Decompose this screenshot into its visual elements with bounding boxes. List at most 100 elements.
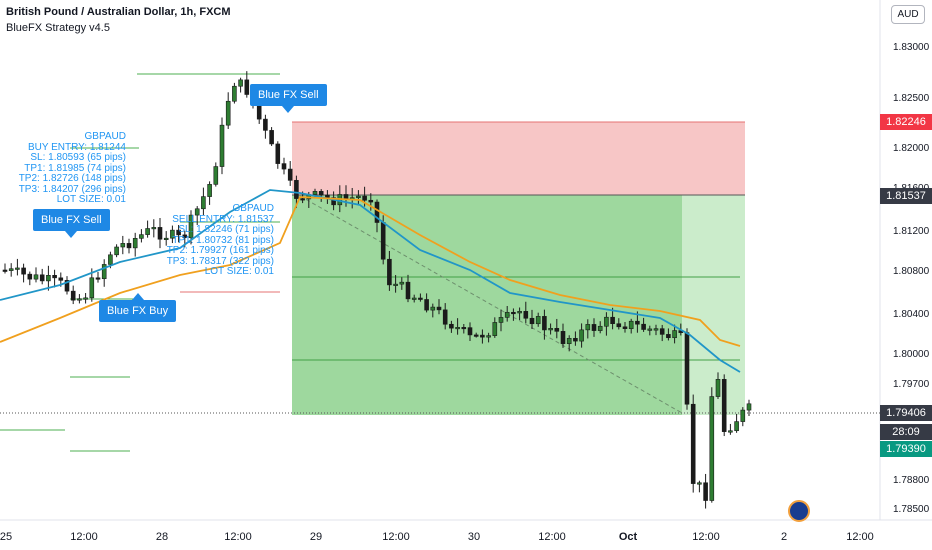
info-line: TP1: 1.80732 (81 pips) [172, 234, 274, 246]
candle-body [591, 324, 597, 331]
candle-body [89, 277, 95, 299]
time-tick: 12:00 [382, 531, 410, 543]
candle-body [15, 267, 20, 270]
candle-body [33, 274, 39, 280]
candle-body [213, 166, 219, 185]
candle-body [132, 238, 138, 249]
candle-body [114, 246, 119, 256]
candle-body [145, 228, 150, 235]
candle-body [424, 299, 429, 311]
candle-body [436, 306, 442, 311]
info-line: TP2: 1.82726 (148 pips) [18, 173, 126, 184]
price-tick: 1.82000 [893, 143, 930, 154]
candle-body [393, 283, 398, 286]
candle-body [27, 273, 33, 280]
candle-body [715, 379, 721, 397]
candle-body [362, 195, 367, 201]
candle-body [300, 198, 305, 201]
price-tag: 1.79406 [880, 405, 932, 421]
trend-projection [299, 195, 683, 414]
candle-body [294, 180, 299, 199]
candle-body [120, 243, 126, 248]
candle-body [219, 124, 225, 167]
take-profit-zone [292, 195, 682, 415]
slow-ema-line [0, 196, 741, 347]
indicator-label[interactable]: BlueFX Strategy v4.5 [6, 22, 110, 34]
australia-flag-icon[interactable] [788, 500, 810, 522]
candle-body [480, 334, 485, 338]
candle-body [374, 201, 380, 223]
candle-body [442, 309, 448, 325]
candle-body [207, 184, 212, 197]
candle-body [517, 311, 522, 314]
candle-body [176, 229, 181, 236]
candle-body [554, 328, 560, 332]
info-line: GBPAUD [232, 203, 275, 214]
candle-body [721, 379, 727, 432]
candle-body [449, 323, 454, 329]
info-line: LOT SIZE: 0.01 [204, 266, 274, 277]
time-tick: 25 [0, 531, 12, 543]
sell-trade-info: GBPAUD SELL ENTRY: 1.81537 SL: 1.82246 (71… [166, 203, 275, 278]
currency-button[interactable]: AUD [891, 5, 925, 24]
info-line: TP1: 1.81985 (74 pips) [24, 162, 126, 174]
candle-body [182, 234, 188, 239]
candle-body [709, 396, 715, 501]
time-tick: 12:00 [224, 531, 252, 543]
candle-body [566, 338, 572, 344]
candle-body [535, 316, 541, 325]
candle-body [573, 338, 578, 342]
candle-body [368, 199, 374, 203]
price-tag: 1.79390 [880, 441, 932, 457]
sell-signal-label-2: Blue FX Sell [250, 84, 327, 113]
info-line: TP3: 1.84207 (296 pips) [18, 183, 126, 195]
price-tick: 1.78500 [893, 504, 930, 515]
candle-body [511, 311, 516, 315]
candle-body [331, 197, 336, 206]
candle-body [21, 267, 26, 275]
candle-body [108, 254, 113, 265]
candle-body [238, 79, 243, 87]
candle-body [325, 194, 330, 198]
candle-body [287, 168, 293, 181]
candle-body [77, 298, 82, 301]
candle-body [542, 316, 547, 331]
info-line: BUY ENTRY: 1.81244 [27, 141, 126, 153]
candle-body [380, 222, 386, 260]
candle-body [101, 264, 107, 280]
price-tick: 1.81200 [893, 226, 930, 237]
candle-body [151, 227, 157, 230]
candle-body [387, 258, 392, 286]
candle-body [523, 311, 529, 319]
candle-body [225, 100, 231, 126]
candle-body [194, 208, 200, 216]
price-tag: 1.81537 [880, 188, 932, 204]
candle-body [157, 227, 163, 240]
time-tick: 28 [156, 531, 168, 543]
candle-body [58, 277, 64, 281]
candle-body [498, 317, 504, 323]
info-line: TP3: 1.78317 (322 pips) [166, 255, 274, 267]
candle-body [281, 163, 287, 170]
candle-body [616, 323, 622, 328]
sell-signal-label: Blue FX Sell [33, 209, 110, 238]
time-tick: 12:00 [538, 531, 566, 543]
candle-body [356, 195, 361, 199]
candle-body [64, 280, 70, 292]
candle-body [728, 430, 733, 433]
candle-body [486, 335, 491, 338]
price-tick: 1.83000 [893, 42, 930, 53]
candle-body [2, 269, 8, 272]
chart-title: British Pound / Australian Dollar, 1h, F… [6, 6, 231, 18]
candle-body [83, 297, 88, 300]
candle-body [95, 277, 101, 280]
candle-body [418, 297, 423, 300]
candle-body [548, 328, 553, 331]
candle-body [690, 403, 696, 484]
info-line: LOT SIZE: 0.01 [56, 194, 126, 205]
info-line: SL: 1.80593 (65 pips) [30, 152, 126, 163]
candle-body [461, 327, 467, 330]
candle-body [628, 320, 634, 329]
candle-body [8, 268, 14, 271]
